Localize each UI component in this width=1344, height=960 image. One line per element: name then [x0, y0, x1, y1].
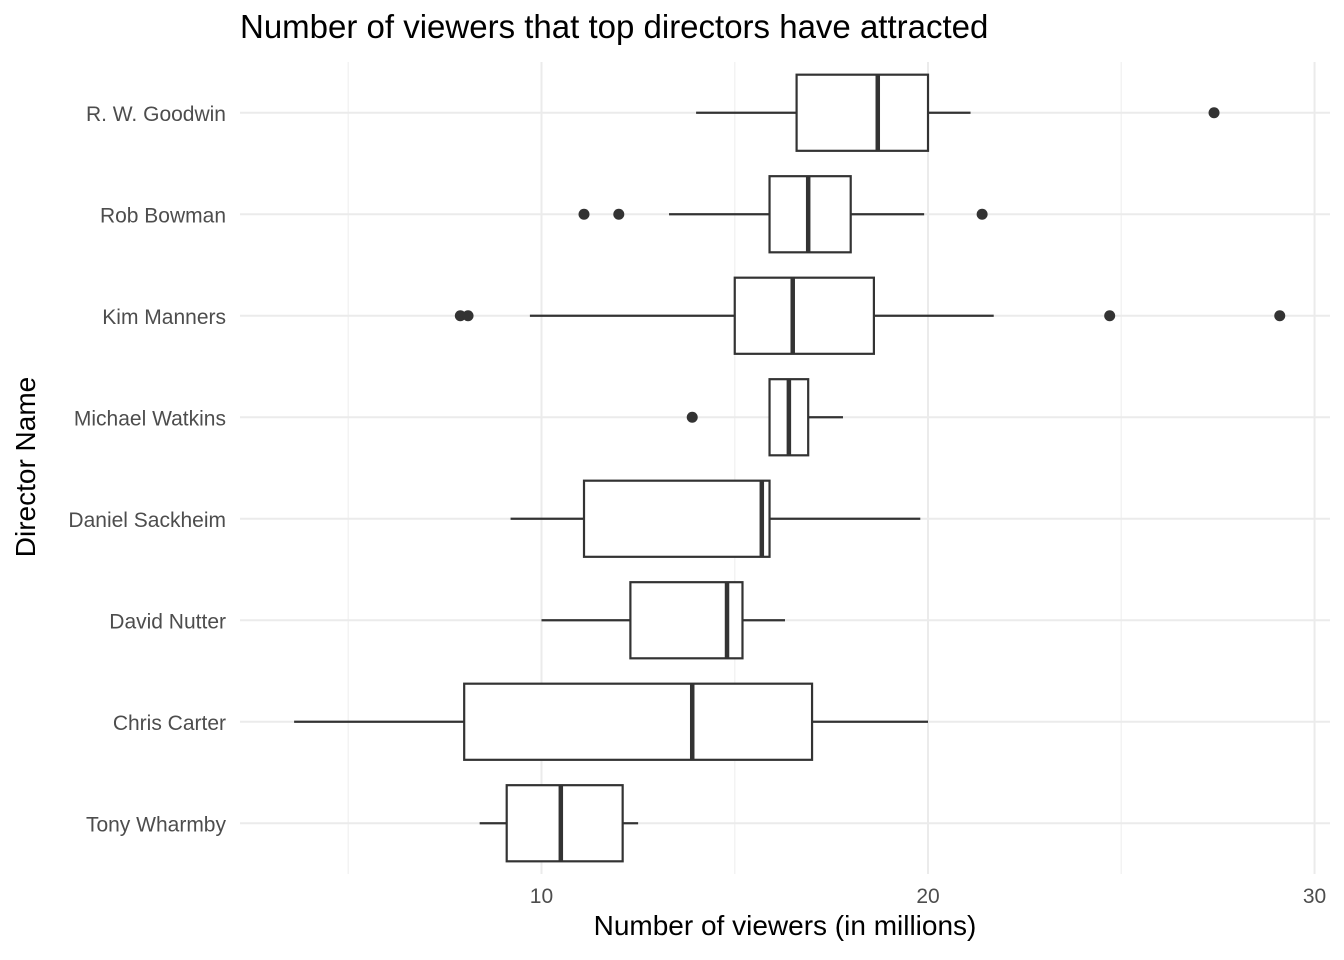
y-tick-label: Daniel Sackheim — [68, 509, 226, 532]
y-axis-label: Director Name — [10, 376, 41, 558]
outlier-point — [1274, 310, 1286, 322]
box-iqr — [795, 73, 930, 152]
y-tick-label: Tony Wharmby — [86, 813, 227, 836]
y-tick-label: Michael Watkins — [74, 407, 226, 430]
box-iqr — [505, 784, 624, 863]
outlier-point — [613, 208, 625, 220]
box-iqr — [629, 581, 744, 660]
y-tick-label: Kim Manners — [102, 306, 226, 329]
box-iqr — [582, 479, 771, 558]
outlier-point — [1104, 310, 1116, 322]
box-iqr — [733, 276, 876, 355]
outlier-point — [578, 208, 590, 220]
outlier-point — [1208, 107, 1220, 119]
x-axis-label: Number of viewers (in millions) — [593, 910, 977, 941]
y-tick-label: Chris Carter — [113, 712, 226, 735]
y-tick-label: Rob Bowman — [100, 204, 226, 227]
outlier-point — [976, 208, 988, 220]
outlier-point — [454, 310, 466, 322]
x-tick-label: 20 — [916, 885, 939, 908]
outlier-point — [686, 411, 698, 423]
chart-title: Number of viewers that top directors hav… — [240, 8, 989, 45]
x-tick-label: 30 — [1303, 885, 1326, 908]
box-iqr — [463, 682, 814, 761]
x-tick-label: 10 — [530, 885, 553, 908]
outlier-point — [462, 310, 474, 322]
y-tick-label: R. W. Goodwin — [86, 103, 226, 126]
y-tick-label: David Nutter — [109, 610, 226, 633]
